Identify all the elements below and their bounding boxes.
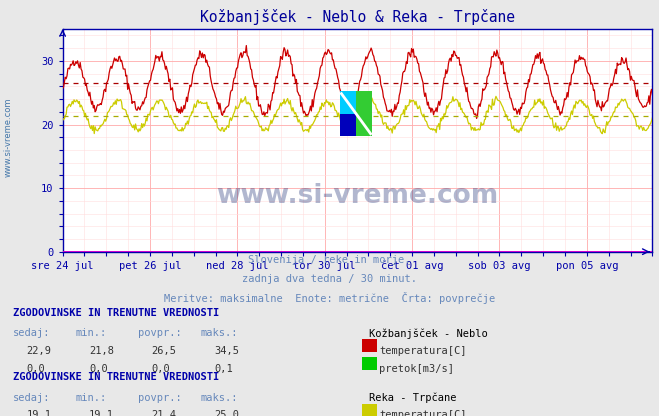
Text: 21,4: 21,4: [152, 410, 177, 416]
Bar: [362, 339, 377, 352]
Text: 0,0: 0,0: [89, 364, 107, 374]
Text: 26,5: 26,5: [152, 346, 177, 356]
Text: www.si-vreme.com: www.si-vreme.com: [3, 97, 13, 177]
Text: 19,1: 19,1: [26, 410, 51, 416]
Text: Slovenija / reke in morje.: Slovenija / reke in morje.: [248, 255, 411, 265]
Text: temperatura[C]: temperatura[C]: [379, 346, 467, 356]
Bar: [362, 404, 377, 416]
Text: povpr.:: povpr.:: [138, 393, 182, 403]
Text: 0,1: 0,1: [214, 364, 233, 374]
Bar: [340, 92, 356, 114]
Text: ZGODOVINSKE IN TRENUTNE VREDNOSTI: ZGODOVINSKE IN TRENUTNE VREDNOSTI: [13, 372, 219, 382]
Text: 0,0: 0,0: [152, 364, 170, 374]
Text: 34,5: 34,5: [214, 346, 239, 356]
Text: Reka - Trpčane: Reka - Trpčane: [369, 393, 457, 403]
Text: 22,9: 22,9: [26, 346, 51, 356]
Text: sedaj:: sedaj:: [13, 393, 51, 403]
Text: 0,0: 0,0: [26, 364, 45, 374]
Text: 25,0: 25,0: [214, 410, 239, 416]
Text: www.si-vreme.com: www.si-vreme.com: [216, 183, 499, 209]
Text: sedaj:: sedaj:: [13, 328, 51, 338]
Text: zadnja dva tedna / 30 minut.: zadnja dva tedna / 30 minut.: [242, 274, 417, 284]
Text: pretok[m3/s]: pretok[m3/s]: [379, 364, 454, 374]
Bar: [340, 114, 356, 136]
Text: min.:: min.:: [76, 328, 107, 338]
Text: 21,8: 21,8: [89, 346, 114, 356]
Bar: [362, 357, 377, 370]
Text: ZGODOVINSKE IN TRENUTNE VREDNOSTI: ZGODOVINSKE IN TRENUTNE VREDNOSTI: [13, 308, 219, 318]
Title: Kožbanjšček - Neblo & Reka - Trpčane: Kožbanjšček - Neblo & Reka - Trpčane: [200, 9, 515, 25]
Text: 19,1: 19,1: [89, 410, 114, 416]
Text: maks.:: maks.:: [201, 328, 239, 338]
Text: maks.:: maks.:: [201, 393, 239, 403]
Text: Kožbanjšček - Neblo: Kožbanjšček - Neblo: [369, 328, 488, 339]
Text: min.:: min.:: [76, 393, 107, 403]
Text: povpr.:: povpr.:: [138, 328, 182, 338]
Text: Meritve: maksimalne  Enote: metrične  Črta: povprečje: Meritve: maksimalne Enote: metrične Črta…: [164, 292, 495, 304]
Text: temperatura[C]: temperatura[C]: [379, 410, 467, 416]
Bar: [356, 92, 372, 136]
